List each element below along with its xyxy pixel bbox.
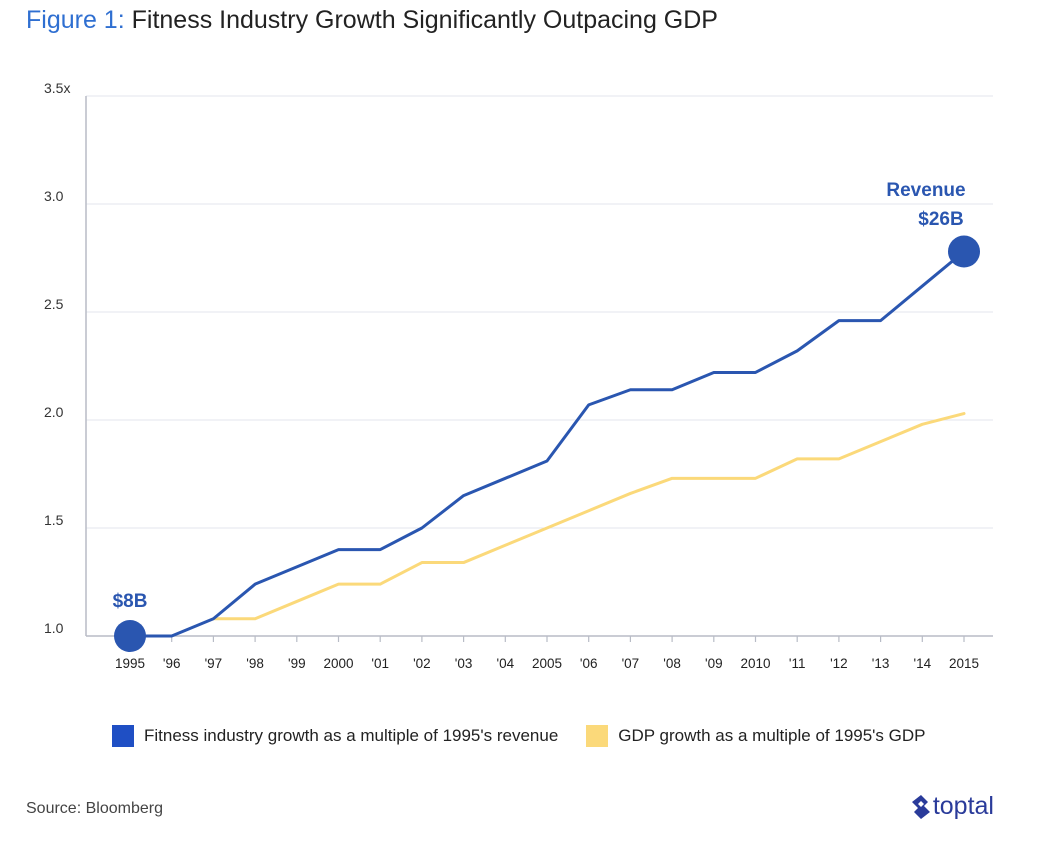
x-tick-label: '04 — [497, 656, 515, 671]
x-tick-label: 2005 — [532, 656, 562, 671]
legend-swatch-fitness — [112, 725, 134, 747]
y-tick-label: 1.5 — [44, 512, 64, 528]
legend-label-gdp: GDP growth as a multiple of 1995's GDP — [618, 726, 926, 745]
x-tick-label: 2000 — [323, 656, 353, 671]
x-tick-label: '13 — [872, 656, 890, 671]
x-tick-label: '08 — [663, 656, 681, 671]
x-tick-label: 2010 — [740, 656, 770, 671]
series-line-gdp — [211, 412, 966, 621]
end-point-marker — [948, 235, 980, 268]
start-point-marker — [114, 620, 146, 652]
end-label-revenue: Revenue — [886, 180, 965, 201]
x-tick-label: '09 — [705, 656, 723, 671]
y-tick-label: 1.0 — [44, 620, 64, 636]
chart-legend: Fitness industry growth as a multiple of… — [112, 725, 953, 747]
y-tick-label: 3.0 — [44, 188, 64, 204]
x-tick-label: '96 — [163, 656, 181, 671]
line-chart: 1.0 1.5 2.0 2.5 3.0 3.5x 1995 '96 '97 '98 '99 2000 '… — [44, 80, 993, 671]
x-tick-label: '99 — [288, 656, 306, 671]
y-tick-label: 2.5 — [44, 296, 64, 312]
x-tick-label: 1995 — [115, 656, 145, 671]
brand-name: toptal — [932, 792, 994, 820]
page-title: Figure 1: Fitness Industry Growth Signif… — [26, 6, 718, 35]
end-value-label: $26B — [918, 209, 963, 230]
x-tick-label: '03 — [455, 656, 473, 671]
x-tick-label: '12 — [830, 656, 848, 671]
x-tick-label: '01 — [371, 656, 389, 671]
x-tick-label: '07 — [622, 656, 640, 671]
series-line-fitness — [128, 250, 966, 638]
chart-title: Fitness Industry Growth Significantly Ou… — [131, 6, 718, 34]
y-tick-label: 3.5x — [44, 80, 70, 96]
toptal-logo-icon — [911, 794, 930, 819]
legend-item-gdp: GDP growth as a multiple of 1995's GDP — [586, 725, 925, 747]
source-note: Source: Bloomberg — [26, 800, 163, 817]
figure-number: Figure 1: — [26, 6, 125, 34]
x-tick-label: '97 — [205, 656, 223, 671]
start-value-label: $8B — [113, 591, 148, 612]
x-tick-label: '14 — [914, 656, 932, 671]
y-tick-label: 2.0 — [44, 404, 64, 420]
x-tick-label: '98 — [246, 656, 264, 671]
legend-item-fitness: Fitness industry growth as a multiple of… — [112, 725, 558, 747]
brand-logo: toptal — [911, 792, 994, 821]
x-tick-label: '11 — [789, 656, 806, 671]
x-tick-label: '06 — [580, 656, 598, 671]
x-tick-label: 2015 — [949, 656, 979, 671]
legend-swatch-gdp — [586, 725, 609, 747]
legend-label-fitness: Fitness industry growth as a multiple of… — [144, 726, 559, 745]
x-tick-label: '02 — [413, 656, 431, 671]
